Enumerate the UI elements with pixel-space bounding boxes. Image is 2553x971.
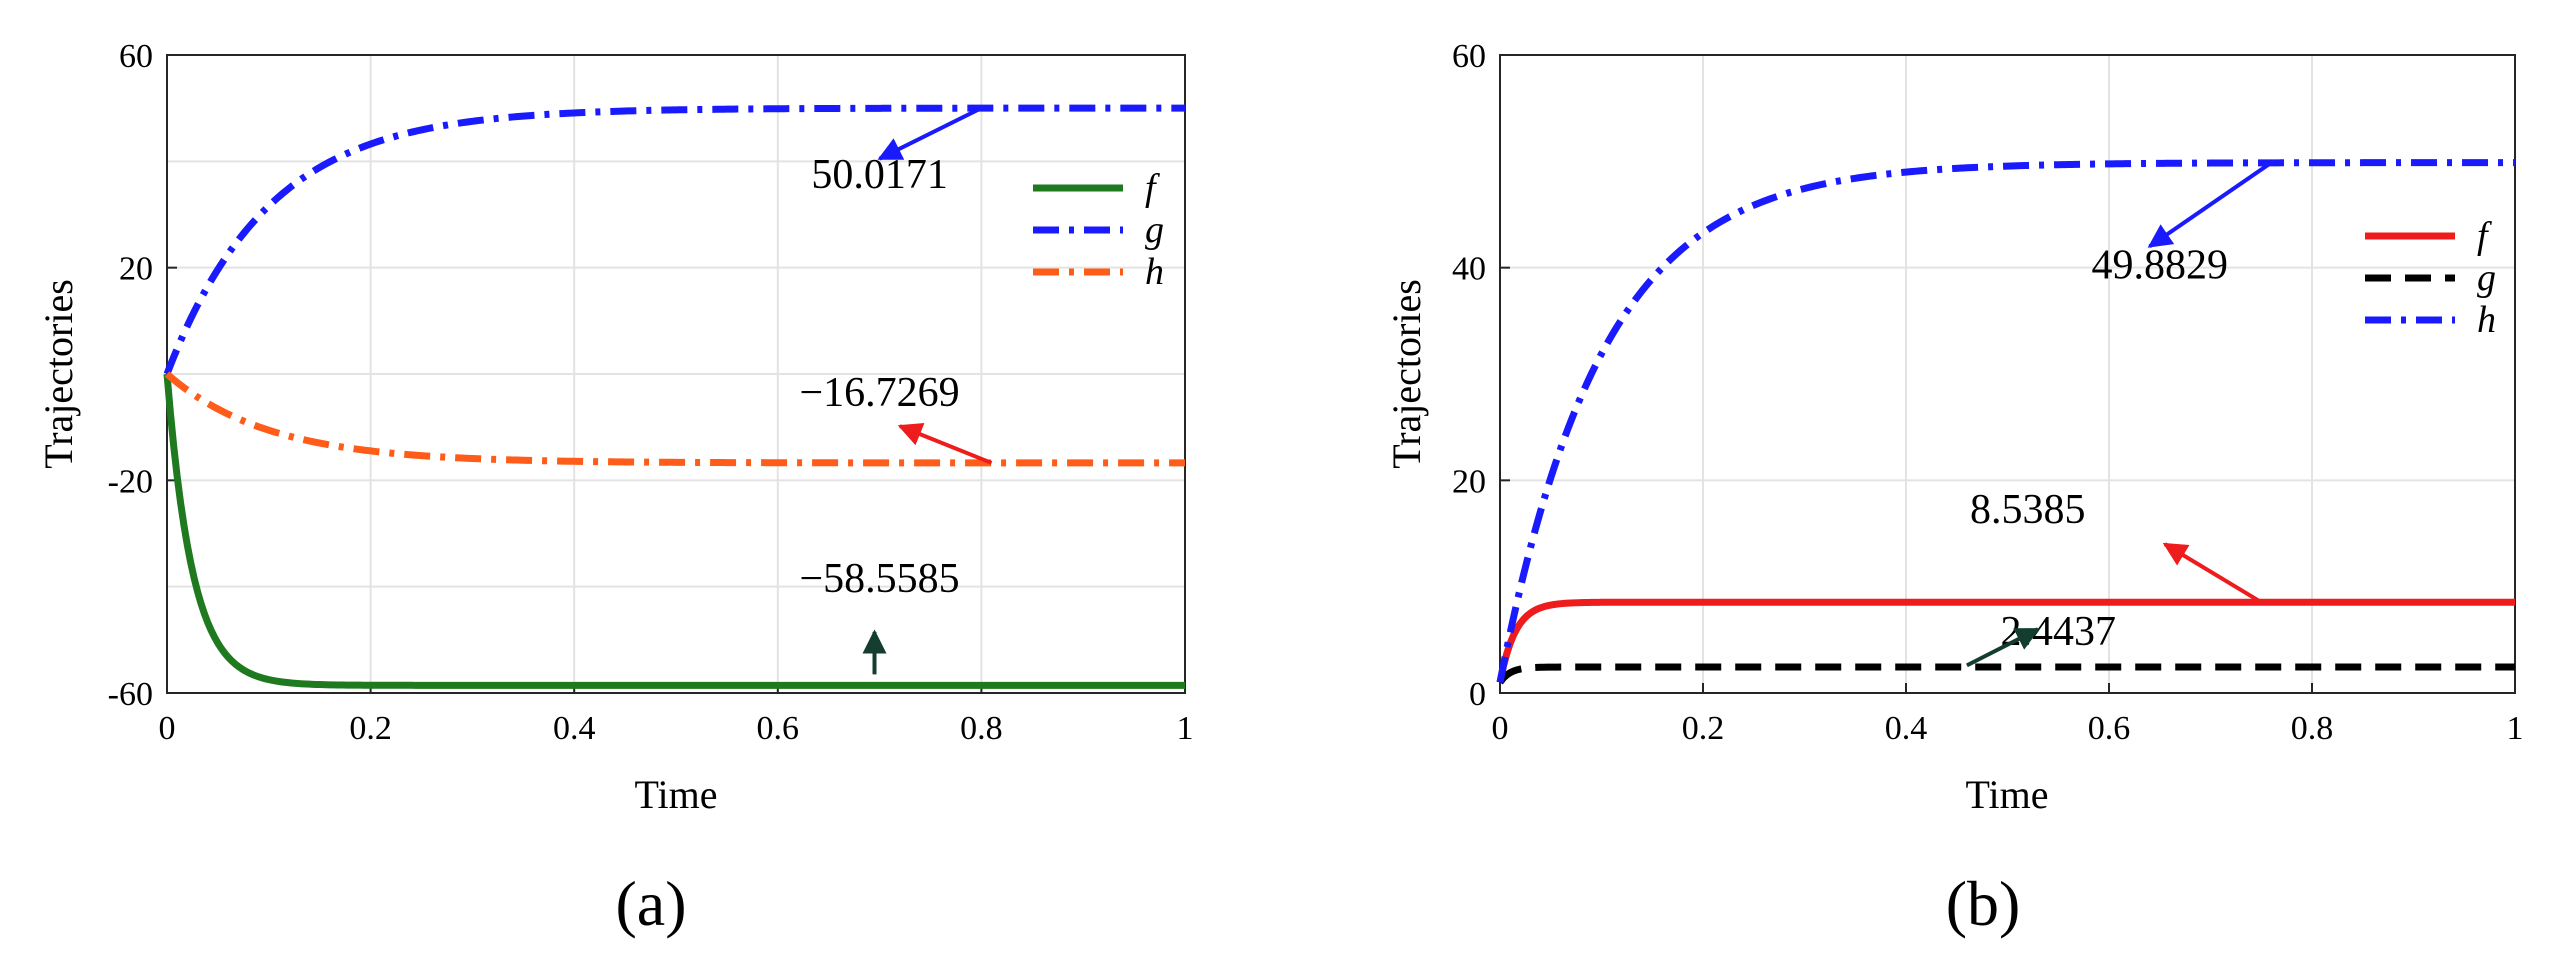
x-tick-label: 1 [1177, 710, 1194, 747]
panel-b-frame [1499, 54, 2516, 694]
annotation-label: 49.8829 [2092, 242, 2229, 288]
legend-label-h: h [1145, 251, 1164, 293]
panel-a-annotations: 50.0171 −16.7269 −58.5585 [800, 106, 993, 675]
panel-b: 0 0.2 0.4 0.6 0.8 1 0 20 40 60 49.8829 8.5385 2.44… [1384, 38, 2524, 939]
panel-b-annotations: 49.8829 8.5385 2.4437 [1965, 160, 2273, 668]
x-tick-label: 0.2 [349, 710, 392, 747]
panel-b-yticks: 0 20 40 60 [1452, 38, 1510, 713]
series-line-h [164, 371, 1186, 467]
x-tick-label: 0.6 [757, 710, 800, 747]
annotation-label: −16.7269 [800, 370, 960, 416]
legend-label-f: f [1145, 167, 1160, 209]
annotation-arrow [2147, 160, 2273, 249]
x-tick-label: 1 [2507, 710, 2524, 747]
legend-label-g: g [2477, 257, 2496, 299]
panel-a-label: (a) [615, 868, 686, 939]
annotation-arrow [1965, 627, 2041, 668]
annotation-label: 2.4437 [2001, 609, 2117, 655]
panel-a: 0 0.2 0.4 0.6 0.8 1 -60 -20 20 60 50.0171 −16.726… [36, 38, 1194, 939]
panel-a-series [163, 104, 1186, 689]
panel-b-legend: fgh [2365, 215, 2496, 341]
panel-a-ylabel: Trajectories [36, 279, 81, 469]
panel-b-series [1496, 159, 2516, 685]
annotation-arrow [2162, 542, 2263, 604]
series-line-g [163, 104, 1186, 376]
x-tick-label: 0 [1492, 710, 1509, 747]
series-line-f [1496, 598, 2516, 684]
panel-b-xticks: 0 0.2 0.4 0.6 0.8 1 [1492, 683, 2524, 747]
panel-a-xlabel: Time [634, 772, 717, 817]
annotation-arrow [897, 423, 993, 465]
legend-label-g: g [1145, 209, 1164, 251]
x-tick-label: 0.8 [2291, 710, 2334, 747]
y-tick-label: 40 [1452, 251, 1486, 288]
x-tick-label: 0.4 [1885, 710, 1928, 747]
y-tick-label: 20 [1452, 463, 1486, 500]
annotation-arrow [877, 106, 983, 161]
y-tick-label: 0 [1469, 676, 1486, 713]
panel-a-legend: fgh [1033, 167, 1164, 293]
legend-label-h: h [2477, 299, 2496, 341]
panel-b-label: (b) [1946, 868, 2021, 939]
series-line-f [163, 373, 1186, 689]
y-tick-label: 20 [119, 251, 153, 288]
x-tick-label: 0.6 [2088, 710, 2131, 747]
x-tick-label: 0.4 [553, 710, 596, 747]
series-line-h [1496, 159, 2516, 684]
x-tick-label: 0.2 [1682, 710, 1725, 747]
y-tick-label: 60 [119, 38, 153, 75]
panel-b-ylabel: Trajectories [1384, 279, 1429, 469]
annotation-label: 8.5385 [1970, 487, 2086, 533]
x-tick-label: 0.8 [960, 710, 1003, 747]
series-line-g [1497, 663, 2516, 685]
y-tick-label: 60 [1452, 38, 1486, 75]
panel-b-grid [1499, 54, 2516, 694]
panel-b-xlabel: Time [1965, 772, 2048, 817]
panel-a-yticks: -60 -20 20 60 [108, 38, 177, 713]
annotation-label: 50.0171 [811, 152, 948, 198]
panel-a-grid [166, 54, 1186, 694]
y-tick-label: -60 [108, 676, 153, 713]
y-tick-label: -20 [108, 463, 153, 500]
legend-label-f: f [2477, 215, 2492, 257]
annotation-label: −58.5585 [800, 556, 960, 602]
panel-a-xticks: 0 0.2 0.4 0.6 0.8 1 [159, 683, 1194, 747]
x-tick-label: 0 [159, 710, 176, 747]
